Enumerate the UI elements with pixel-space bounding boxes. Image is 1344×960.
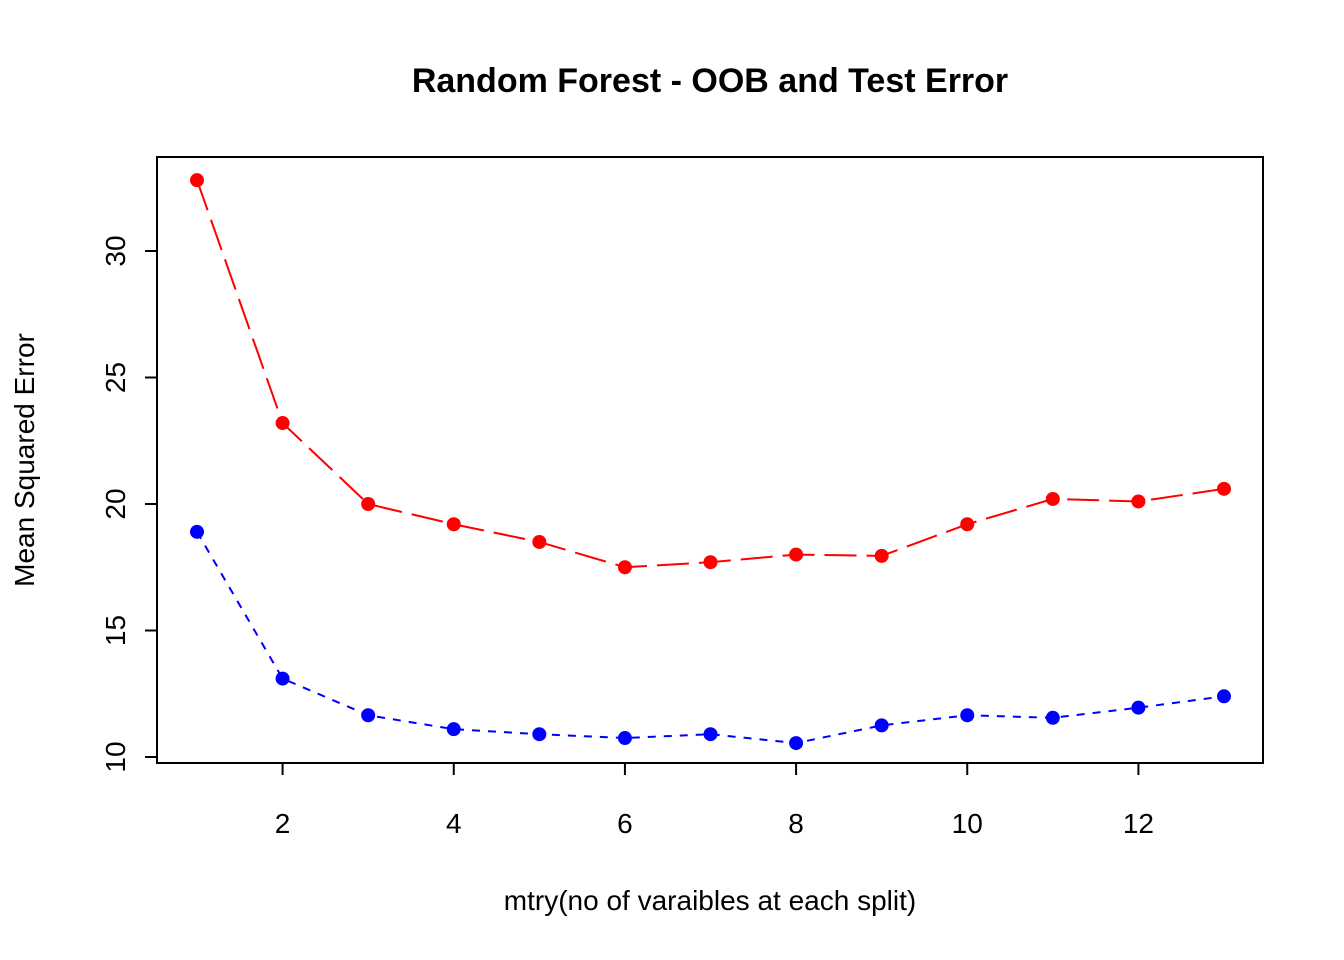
x-tick-label: 12	[1123, 808, 1154, 839]
series-2-point	[446, 722, 461, 737]
x-axis-label: mtry(no of varaibles at each split)	[504, 885, 916, 916]
series-2	[190, 524, 1231, 751]
series-2-point	[874, 718, 889, 733]
series-2-point	[789, 736, 804, 751]
y-axis: 10 15 20 25 30	[100, 235, 158, 773]
series-1-point	[960, 517, 975, 532]
series-2-point	[190, 524, 204, 539]
series-1-point	[532, 534, 547, 549]
series-1-point	[617, 560, 632, 575]
series-2-point	[1217, 689, 1231, 704]
series-2-point	[703, 727, 718, 742]
series-1-point	[789, 547, 804, 562]
series-2-point	[361, 708, 376, 723]
series-1-point	[446, 517, 461, 532]
series-1-point	[1217, 481, 1231, 496]
series-1-point	[1131, 494, 1146, 509]
y-tick-label: 20	[100, 488, 131, 519]
x-tick-label: 4	[446, 808, 462, 839]
series-2-point	[960, 708, 975, 723]
x-tick-label: 6	[617, 808, 633, 839]
series-2-point	[1131, 700, 1146, 715]
series-1-point	[190, 173, 204, 188]
x-tick-label: 10	[952, 808, 983, 839]
series-1-line	[196, 179, 1225, 569]
x-tick-label: 8	[788, 808, 804, 839]
y-tick-label: 25	[100, 362, 131, 393]
y-tick-label: 15	[100, 615, 131, 646]
y-axis-label: Mean Squared Error	[9, 333, 40, 587]
y-tick-label: 10	[100, 741, 131, 772]
series-1-point	[703, 555, 718, 570]
x-tick-label: 2	[275, 808, 291, 839]
series-2-point	[1045, 710, 1060, 725]
series-layer	[190, 173, 1231, 751]
series-1	[190, 173, 1231, 575]
y-tick-label: 30	[100, 235, 131, 266]
series-1-point	[1045, 491, 1060, 506]
series-2-point	[617, 731, 632, 746]
chart-title: Random Forest - OOB and Test Error	[412, 62, 1008, 100]
x-axis: 2 4 6 8 10 12	[275, 762, 1154, 839]
series-2-point	[532, 727, 547, 742]
series-1-point	[275, 416, 290, 431]
series-1-point	[361, 497, 376, 511]
series-2-point	[275, 671, 290, 686]
series-1-point	[874, 548, 889, 563]
